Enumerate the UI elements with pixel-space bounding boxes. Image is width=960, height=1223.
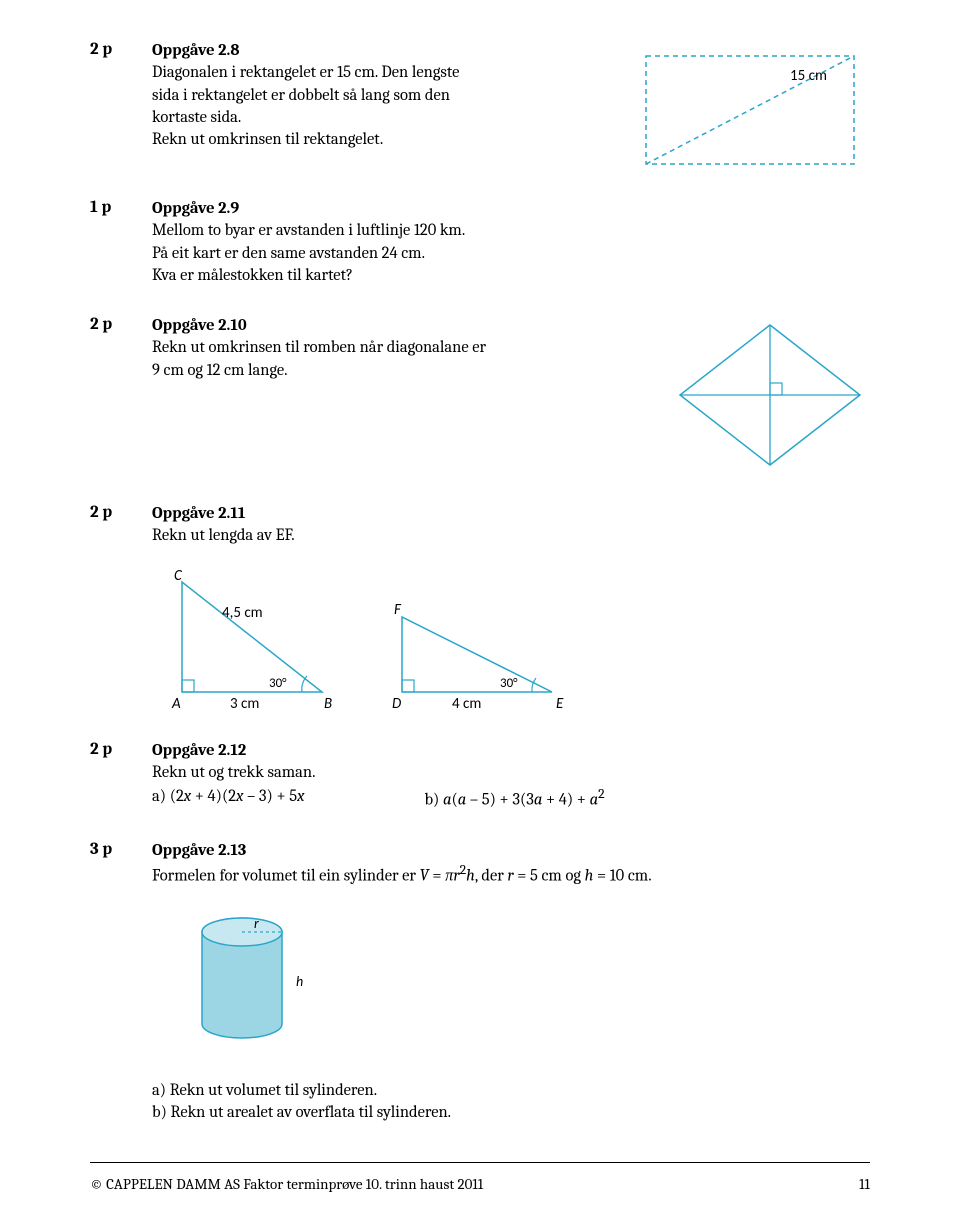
task-2-9: 1 p Oppgåve 2.9 Mellom to byar er avstan… xyxy=(90,198,870,287)
task-text: sida i rektangelet er dobbelt så lang so… xyxy=(152,85,610,107)
radius-label: r xyxy=(254,915,259,932)
vertex-b: B xyxy=(324,695,332,712)
task-text: Rekn ut og trekk saman. xyxy=(152,762,870,784)
points: 2 p xyxy=(90,40,152,59)
expr-text: – 5) + 3(3 xyxy=(466,791,534,810)
task-2-10: 2 p Oppgåve 2.10 Rekn ut omkrinsen til r… xyxy=(90,315,870,475)
task-text: Rekn ut omkrinsen til rektangelet. xyxy=(152,129,610,151)
task-title: Oppgåve 2.12 xyxy=(152,740,870,762)
points: 1 p xyxy=(90,198,152,217)
expr-text: + 4)(2 xyxy=(191,787,236,806)
task-text: Kva er målestokken til kartet? xyxy=(152,265,870,287)
vertex-f: F xyxy=(394,601,402,619)
expression-row: a) (2x + 4)(2x – 3) + 5x b) a(a – 5) + 3… xyxy=(152,786,870,812)
formula-var: h xyxy=(466,867,475,886)
page-number: 11 xyxy=(859,1175,870,1193)
footer-left: © CAPPELEN DAMM AS Faktor terminprøve 10… xyxy=(90,1175,483,1193)
task-title: Oppgåve 2.13 xyxy=(152,840,870,862)
base-label: 4 cm xyxy=(452,695,481,712)
expr-a: a) (2x + 4)(2x – 3) + 5x xyxy=(152,786,304,812)
formula-text: Formelen for volumet til ein sylinder er xyxy=(152,867,420,886)
expr-text: – 3) + 5 xyxy=(243,787,297,806)
side-label: 4,5 cm xyxy=(222,604,263,622)
task-text: Diagonalen i rektangelet er 15 cm. Den l… xyxy=(152,62,610,84)
vertex-d: D xyxy=(392,695,401,712)
angle-label: 30° xyxy=(269,676,287,691)
task-text: Rekn ut omkrinsen til romben når diagona… xyxy=(152,337,640,359)
rhombus-figure xyxy=(670,315,870,475)
formula-text: = 5 cm og xyxy=(514,867,585,886)
diagonal-label: 15 cm xyxy=(790,67,827,85)
expr-text: a xyxy=(590,791,599,810)
question-a: a) Rekn ut volumet til sylinderen. xyxy=(152,1080,870,1102)
base-label: 3 cm xyxy=(230,695,259,712)
task-text: 9 cm og 12 cm lange. xyxy=(152,360,640,382)
task-title: Oppgåve 2.10 xyxy=(152,315,640,337)
expr-text: + 4) + xyxy=(542,791,589,810)
task-2-13: 3 p Oppgåve 2.13 Formelen for volumet ti… xyxy=(90,840,870,1125)
task-text: Mellom to byar er avstanden i luftlinje … xyxy=(152,220,870,242)
page: 2 p Oppgåve 2.8 Diagonalen i rektangelet… xyxy=(0,0,960,1223)
vertex-e: E xyxy=(556,695,564,712)
points: 2 p xyxy=(90,315,152,334)
task-2-8: 2 p Oppgåve 2.8 Diagonalen i rektangelet… xyxy=(90,40,870,170)
expr-text: a xyxy=(458,791,467,810)
expr-b: b) a(a – 5) + 3(3a + 4) + a2 xyxy=(424,786,604,812)
angle-label: 30° xyxy=(500,676,518,691)
rectangle-figure: 15 cm xyxy=(640,40,870,170)
points: 2 p xyxy=(90,740,152,759)
vertex-c: C xyxy=(174,567,183,585)
cylinder-figure: r h xyxy=(192,904,870,1064)
task-2-12: 2 p Oppgåve 2.12 Rekn ut og trekk saman.… xyxy=(90,740,870,812)
formula-var: V xyxy=(420,867,429,886)
vertex-a: A xyxy=(171,695,181,712)
task-text: Rekn ut lengda av EF. xyxy=(152,525,870,547)
footer-rule xyxy=(90,1162,870,1163)
formula-text: , der xyxy=(475,867,508,886)
points: 3 p xyxy=(90,840,152,859)
expr-text: a) (2 xyxy=(152,787,184,806)
task-title: Oppgåve 2.8 xyxy=(152,40,610,62)
height-label: h xyxy=(296,973,303,990)
task-text: Formelen for volumet til ein sylinder er… xyxy=(152,862,870,888)
points: 2 p xyxy=(90,503,152,522)
task-text: På eit kart er den same avstanden 24 cm. xyxy=(152,243,870,265)
expr-text: b) xyxy=(424,791,443,810)
task-title: Oppgåve 2.9 xyxy=(152,198,870,220)
formula-text: = 10 cm. xyxy=(593,867,651,886)
footer: © CAPPELEN DAMM AS Faktor terminprøve 10… xyxy=(90,1175,870,1193)
task-title: Oppgåve 2.11 xyxy=(152,503,870,525)
question-b: b) Rekn ut arealet av overflata til syli… xyxy=(152,1102,870,1124)
task-text: kortaste sida. xyxy=(152,107,610,129)
triangles-figure: C A B 4,5 cm 3 cm 30° F D E 4 cm 30° xyxy=(152,562,870,712)
task-2-11: 2 p Oppgåve 2.11 Rekn ut lengda av EF. C… xyxy=(90,503,870,712)
formula-var: h xyxy=(585,867,594,886)
